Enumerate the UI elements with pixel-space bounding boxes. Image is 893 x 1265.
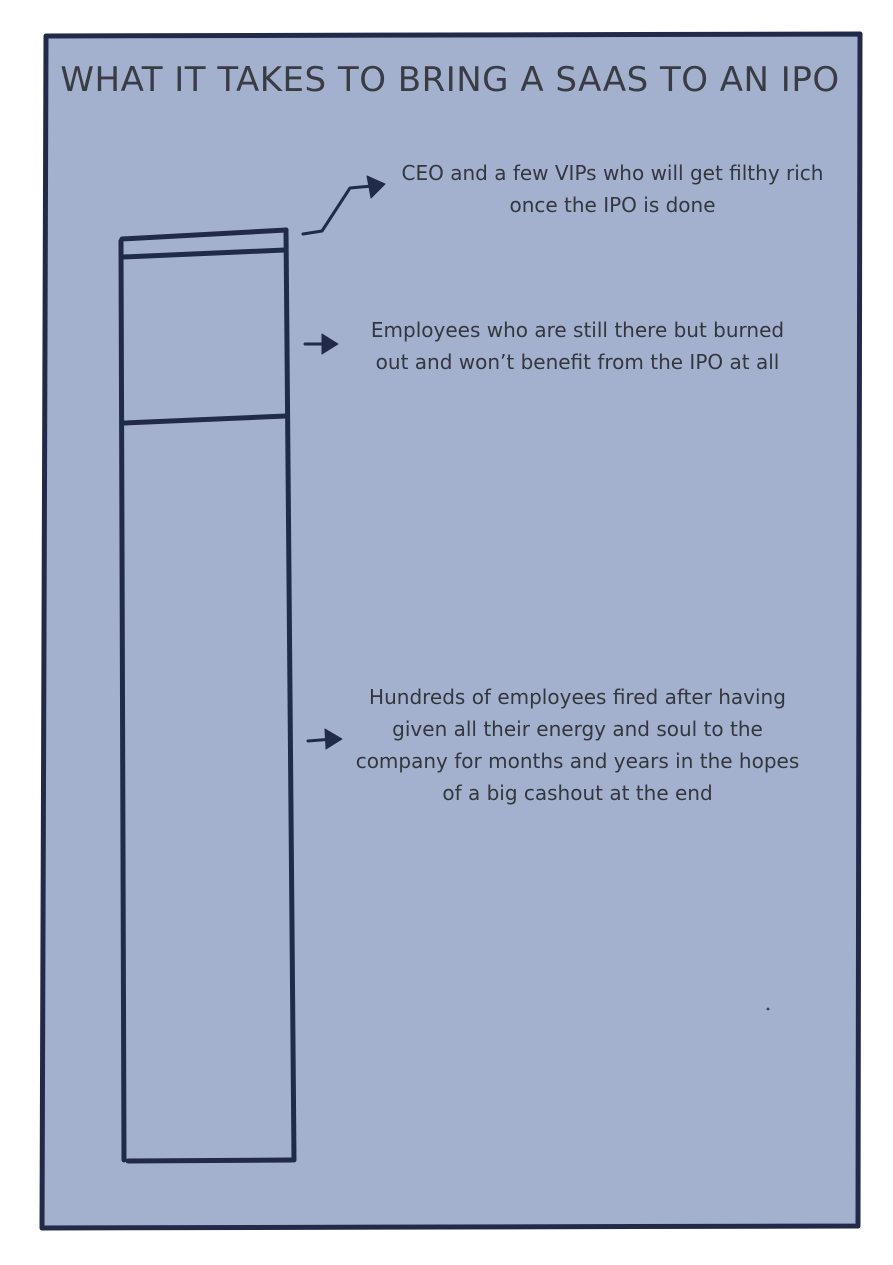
divider-middle-segment	[121, 413, 289, 426]
divider-top-segment	[120, 247, 288, 260]
page-title: WHAT IT TAKES TO BRING A SAAS TO AN IPO	[60, 60, 840, 100]
arrow-top-line	[301, 184, 374, 236]
column-bottom-edge	[125, 1157, 295, 1164]
label-bottom-segment: Hundreds of employees fired after having…	[355, 685, 800, 805]
arrowheads	[321, 175, 386, 750]
label-middle-segment: Employees who are still there but burned…	[370, 318, 785, 374]
speck	[766, 1007, 770, 1011]
column-left-edge	[118, 238, 127, 1163]
arrow-top-head	[366, 175, 386, 199]
column-top-edge	[119, 227, 289, 242]
arrow-middle-head	[321, 333, 339, 355]
label-top-segment: CEO and a few VIPs who will get filthy r…	[401, 161, 824, 217]
stacked-column	[118, 227, 297, 1164]
arrow-bottom-head	[324, 728, 343, 750]
column-right-edge	[283, 227, 297, 1163]
panel-background	[39, 31, 863, 1231]
